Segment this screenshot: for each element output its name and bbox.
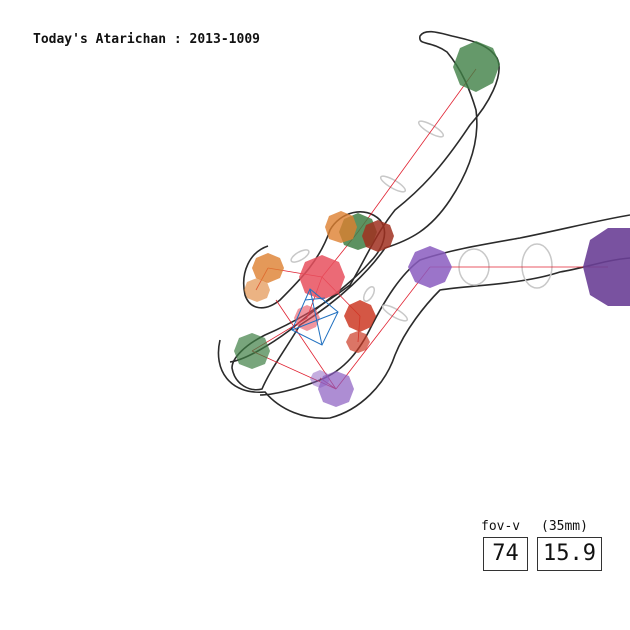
- page-title: Today's Atarichan : 2013-1009: [33, 32, 260, 47]
- joint-spheres: [234, 41, 630, 407]
- elbow-joint-orange: [252, 253, 284, 283]
- camera-gizmo[interactable]: [291, 288, 339, 346]
- shoulder-joint-orange: [325, 211, 357, 243]
- elbow-joint-red: [344, 300, 376, 332]
- ankle-joint-purple: [318, 371, 354, 407]
- hand-joint-red: [346, 331, 370, 353]
- knee-joint-purple: [408, 246, 452, 288]
- fov-value-field[interactable]: 74: [483, 537, 528, 571]
- head-joint: [453, 41, 500, 92]
- knee-joint-green: [234, 333, 270, 369]
- character-outline: [217, 30, 630, 420]
- fov-label: fov-v: [481, 519, 521, 534]
- foot-joint-purple: [583, 228, 630, 306]
- skeleton-bones: [251, 68, 608, 390]
- lens-value-field[interactable]: 15.9: [537, 537, 602, 571]
- chest-joint: [299, 255, 345, 300]
- hand-joint-orange: [244, 278, 270, 302]
- lens-label: (35mm): [541, 519, 588, 534]
- shoulder-joint-red: [362, 220, 394, 252]
